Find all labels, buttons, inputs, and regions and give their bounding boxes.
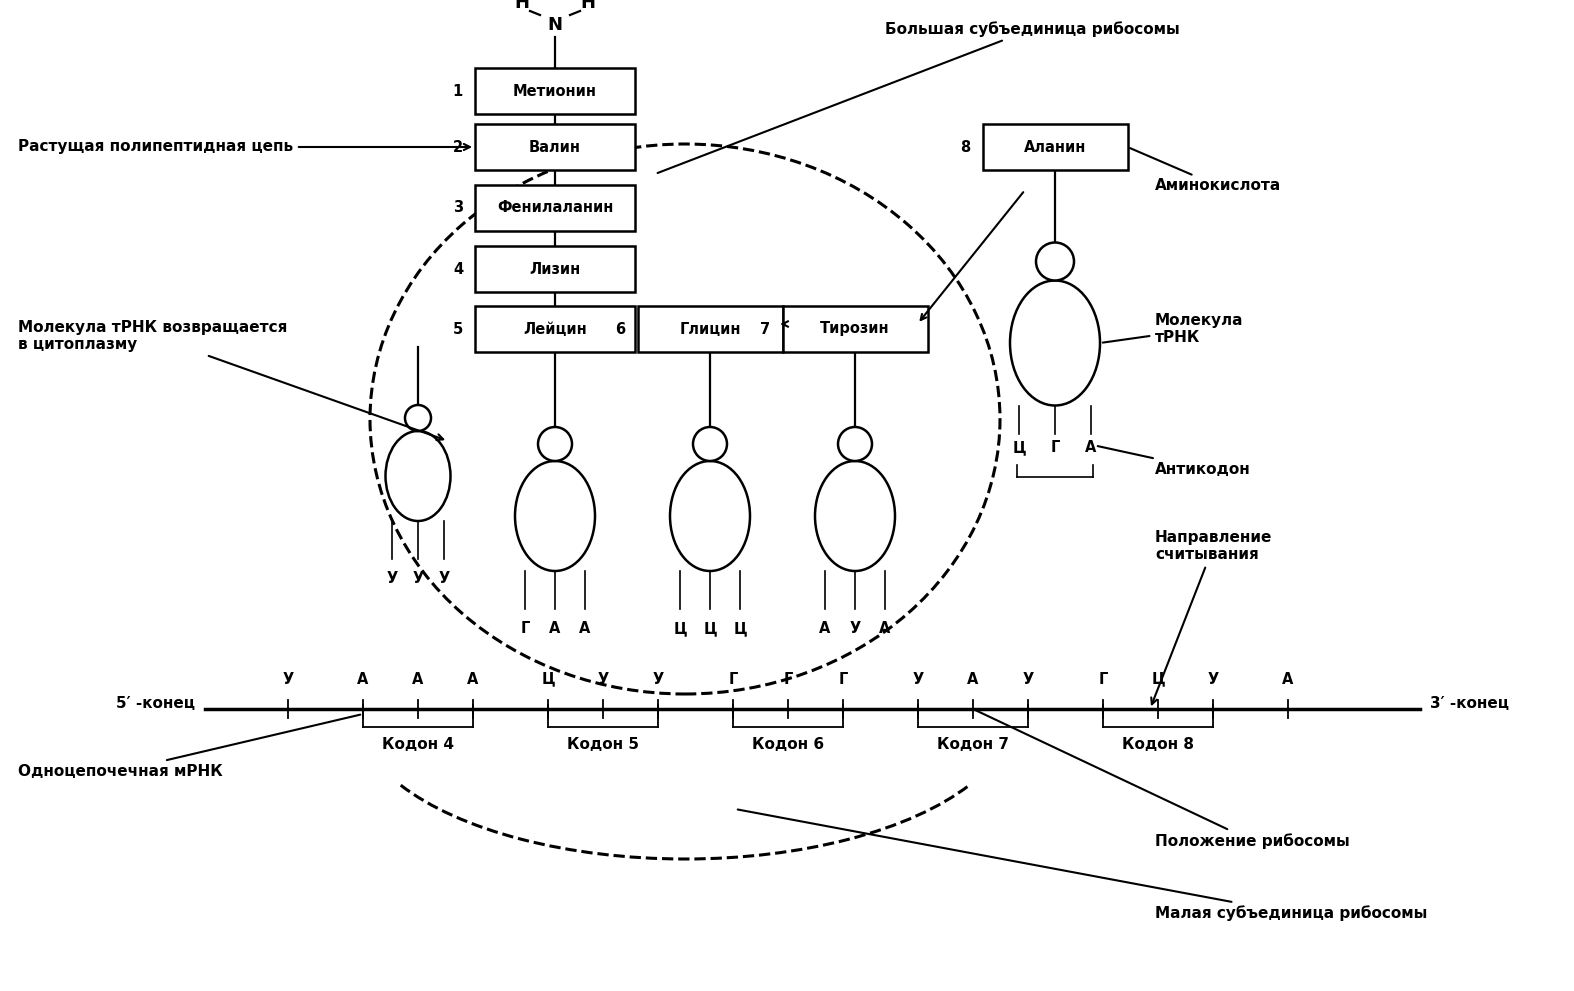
Ellipse shape: [671, 461, 749, 571]
Text: У: У: [1023, 672, 1034, 687]
Text: У: У: [439, 571, 450, 586]
Text: Г: Г: [784, 672, 793, 687]
Text: Ц: Ц: [733, 621, 746, 636]
Text: Валин: Валин: [529, 140, 581, 155]
Text: 2: 2: [453, 140, 463, 155]
Bar: [637, 306, 782, 352]
Text: Г: Г: [521, 621, 530, 636]
Text: Молекула
тРНК: Молекула тРНК: [1103, 313, 1243, 345]
Text: Положение рибосомы: Положение рибосомы: [976, 711, 1350, 849]
Bar: [475, 306, 634, 352]
Bar: [475, 124, 634, 170]
Text: 5′ -конец: 5′ -конец: [116, 697, 195, 712]
Bar: [475, 68, 634, 114]
Ellipse shape: [815, 461, 896, 571]
Text: У: У: [386, 571, 398, 586]
Text: А: А: [412, 672, 423, 687]
Circle shape: [405, 405, 431, 431]
Text: А: А: [467, 672, 478, 687]
Bar: [982, 124, 1127, 170]
Text: А: А: [1283, 672, 1294, 687]
Text: 7: 7: [760, 321, 771, 337]
Text: У: У: [913, 672, 924, 687]
Text: Кодон 7: Кодон 7: [937, 737, 1009, 752]
Text: Ц: Ц: [541, 672, 554, 687]
Text: 3′ -конец: 3′ -конец: [1431, 697, 1509, 712]
Text: Фенилаланин: Фенилаланин: [497, 200, 614, 215]
Text: Кодон 5: Кодон 5: [567, 737, 639, 752]
Text: Кодон 8: Кодон 8: [1122, 737, 1195, 752]
Circle shape: [538, 427, 571, 461]
Bar: [475, 246, 634, 292]
Text: Г: Г: [1099, 672, 1108, 687]
Text: 3: 3: [453, 200, 463, 215]
Text: Антикодон: Антикодон: [1097, 446, 1251, 477]
Text: Одноцепочечная мРНК: Одноцепочечная мРНК: [17, 715, 360, 779]
Text: Аланин: Аланин: [1023, 140, 1086, 155]
Circle shape: [837, 427, 872, 461]
Text: У: У: [652, 672, 664, 687]
Text: У: У: [598, 672, 609, 687]
Text: Г: Г: [839, 672, 848, 687]
Text: А: А: [1086, 441, 1097, 456]
Bar: [475, 185, 634, 231]
Text: 5: 5: [453, 321, 463, 337]
Text: Тирозин: Тирозин: [820, 321, 889, 337]
Circle shape: [1036, 243, 1073, 280]
Text: H: H: [515, 0, 529, 12]
Bar: [782, 306, 927, 352]
Text: А: А: [549, 621, 560, 636]
Text: 8: 8: [960, 140, 971, 155]
Text: А: А: [579, 621, 590, 636]
Text: Г: Г: [1050, 441, 1059, 456]
Text: Ц: Ц: [674, 621, 686, 636]
Text: Ц: Ц: [1151, 672, 1165, 687]
Text: 6: 6: [615, 321, 625, 337]
Text: Молекула тРНК возвращается
в цитоплазму: Молекула тРНК возвращается в цитоплазму: [17, 320, 444, 440]
Text: Кодон 6: Кодон 6: [752, 737, 825, 752]
Text: Глицин: Глицин: [680, 321, 741, 337]
Text: У: У: [1207, 672, 1218, 687]
Text: Малая субъединица рибосомы: Малая субъединица рибосомы: [738, 810, 1428, 921]
Text: Направление
считывания: Направление считывания: [1151, 530, 1272, 705]
Text: H: H: [581, 0, 595, 12]
Ellipse shape: [515, 461, 595, 571]
Text: У: У: [412, 571, 423, 586]
Text: Г: Г: [729, 672, 738, 687]
Text: N: N: [548, 16, 562, 34]
Text: 1: 1: [453, 83, 463, 98]
Text: Ц: Ц: [704, 621, 716, 636]
Circle shape: [693, 427, 727, 461]
Text: Растущая полипептидная цепь: Растущая полипептидная цепь: [17, 140, 471, 155]
Text: А: А: [357, 672, 368, 687]
Ellipse shape: [386, 431, 450, 521]
Text: Лизин: Лизин: [529, 262, 581, 276]
Text: Метионин: Метионин: [513, 83, 597, 98]
Text: Лейцин: Лейцин: [523, 321, 587, 337]
Text: 4: 4: [453, 262, 463, 276]
Text: У: У: [282, 672, 294, 687]
Text: Ц: Ц: [1012, 441, 1026, 456]
Text: А: А: [820, 621, 831, 636]
Text: Большая субъединица рибосомы: Большая субъединица рибосомы: [658, 21, 1180, 173]
Text: Кодон 4: Кодон 4: [382, 737, 453, 752]
Ellipse shape: [1011, 280, 1100, 405]
Text: Аминокислота: Аминокислота: [1130, 148, 1281, 193]
Text: А: А: [880, 621, 891, 636]
Text: У: У: [850, 621, 861, 636]
Text: А: А: [968, 672, 979, 687]
